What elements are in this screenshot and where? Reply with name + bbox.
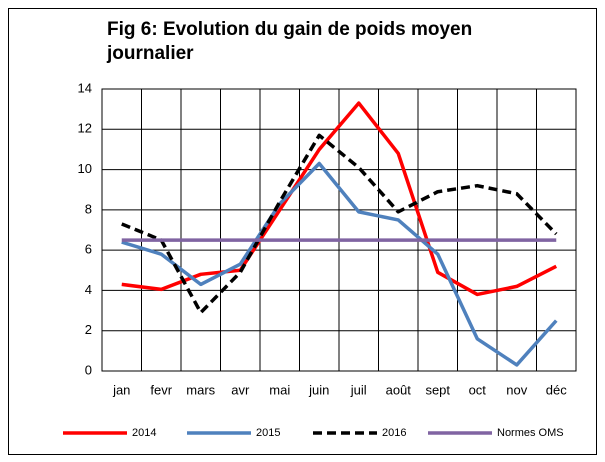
x-tick-label: déc xyxy=(546,382,567,397)
y-tick-label: 0 xyxy=(85,362,92,377)
series-line xyxy=(121,133,558,315)
y-tick-label: 6 xyxy=(85,242,92,257)
x-tick-label: fevr xyxy=(150,382,172,397)
plot-frame xyxy=(101,88,577,372)
x-tick-label: sept xyxy=(425,382,450,397)
series-line xyxy=(121,161,558,367)
y-tick-label: 10 xyxy=(78,161,92,176)
x-tick-label: mai xyxy=(269,382,290,397)
x-tick-label: avr xyxy=(231,382,250,397)
x-tick-label: août xyxy=(386,382,412,397)
legend-label: Normes OMS xyxy=(497,427,564,439)
legend-label: 2015 xyxy=(256,427,280,439)
y-tick-label: 8 xyxy=(85,201,92,216)
x-tick-label: mars xyxy=(186,382,215,397)
x-tick-label: jan xyxy=(112,382,130,397)
y-tick-label: 4 xyxy=(85,282,92,297)
legend-label: 2014 xyxy=(132,427,156,439)
series-line xyxy=(121,101,558,297)
chart-title: Fig 6: Evolution du gain de poids moyen … xyxy=(107,19,473,64)
x-tick-label: oct xyxy=(469,382,487,397)
chart-frame xyxy=(8,8,597,455)
x-tick-label: juil xyxy=(350,382,367,397)
y-tick-label: 12 xyxy=(78,121,92,136)
x-tick-label: juin xyxy=(308,382,329,397)
x-tick-label: nov xyxy=(506,382,527,397)
y-tick-label: 2 xyxy=(85,322,92,337)
y-tick-label: 14 xyxy=(78,80,92,95)
legend-label: 2016 xyxy=(382,427,406,439)
